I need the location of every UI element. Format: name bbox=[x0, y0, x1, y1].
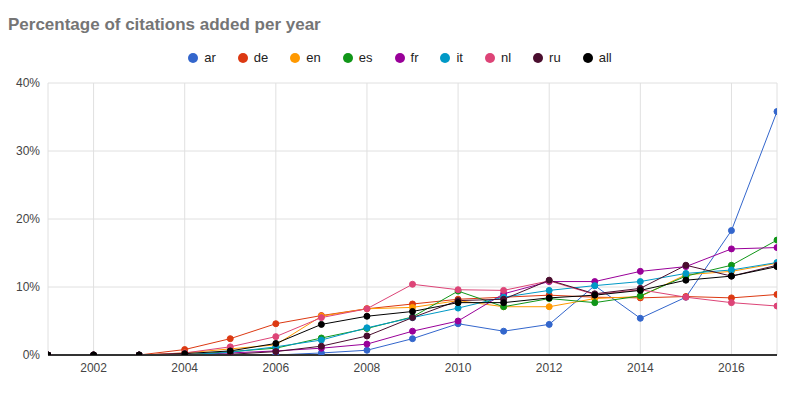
svg-text:0%: 0% bbox=[23, 348, 41, 362]
svg-text:20%: 20% bbox=[16, 212, 40, 226]
html-text:en: en bbox=[306, 50, 321, 65]
svg-text:10%: 10% bbox=[16, 280, 40, 294]
svg-text:2002: 2002 bbox=[80, 361, 107, 375]
svg-text:2006: 2006 bbox=[262, 361, 289, 375]
svg-text:2012: 2012 bbox=[536, 361, 563, 375]
html-text:ar: ar bbox=[204, 50, 216, 65]
svg-text:2014: 2014 bbox=[627, 361, 654, 375]
svg-text:40%: 40% bbox=[16, 76, 40, 90]
svg-text:2008: 2008 bbox=[354, 361, 381, 375]
svg-text:2010: 2010 bbox=[445, 361, 472, 375]
html-text:all: all bbox=[598, 50, 612, 65]
html-text:de: de bbox=[253, 50, 269, 65]
svg-text:2004: 2004 bbox=[171, 361, 198, 375]
svg-text:2016: 2016 bbox=[718, 361, 745, 375]
html-text:es: es bbox=[358, 50, 373, 65]
html-text:ru: ru bbox=[549, 50, 561, 65]
svg-text:30%: 30% bbox=[16, 144, 40, 158]
html-text:nl: nl bbox=[501, 50, 512, 65]
html-text:Percentage of citations added: Percentage of citations added per year bbox=[8, 15, 321, 34]
html-text:it: it bbox=[456, 50, 463, 65]
html-text:fr: fr bbox=[410, 50, 419, 65]
